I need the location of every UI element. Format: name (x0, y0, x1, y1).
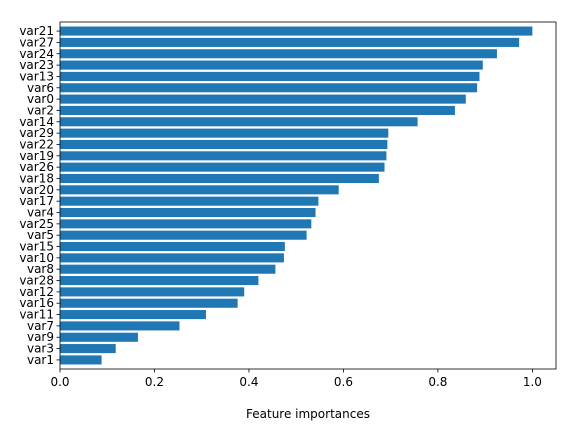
bar-var16 (60, 298, 238, 308)
y-tick-label-var9: var9 (27, 330, 54, 344)
y-tick-label-var12: var12 (19, 285, 54, 299)
bar-var4 (60, 207, 316, 218)
bar-var28 (60, 276, 259, 286)
y-tick-label-var14: var14 (19, 115, 54, 129)
y-tick-label-var2: var2 (27, 103, 54, 117)
x-tick-label-1.0: 1.0 (523, 375, 542, 389)
bar-var6 (60, 83, 478, 93)
x-tick-label-0.6: 0.6 (334, 375, 353, 389)
bar-var3 (60, 344, 116, 354)
y-tick-label-var25: var25 (19, 217, 54, 231)
y-tick-label-var6: var6 (27, 81, 54, 95)
bar-var25 (60, 219, 312, 229)
y-tick-label-var18: var18 (19, 171, 54, 185)
y-tick-label-var11: var11 (19, 308, 54, 322)
bar-var1 (60, 355, 102, 365)
bar-var12 (60, 287, 245, 297)
bar-var13 (60, 71, 480, 81)
x-axis-label: Feature importances (246, 407, 370, 421)
y-tick-label-var21: var21 (19, 24, 54, 38)
x-axis: 0.0 0.2 0.4 0.6 0.8 1.0 (50, 369, 542, 389)
y-tick-label-var3: var3 (27, 342, 54, 356)
bar-var29 (60, 128, 389, 138)
bar-var20 (60, 185, 339, 195)
y-tick-label-var26: var26 (19, 160, 54, 174)
bar-var24 (60, 49, 497, 59)
bar-var22 (60, 139, 388, 150)
bar-var2 (60, 105, 455, 115)
y-tick-label-var19: var19 (19, 149, 54, 163)
y-tick-label-var15: var15 (19, 240, 54, 254)
y-tick-label-var24: var24 (19, 47, 54, 61)
x-tick-label-0.8: 0.8 (428, 375, 447, 389)
bar-var15 (60, 241, 285, 252)
y-tick-label-var29: var29 (19, 126, 54, 140)
y-tick-label-var7: var7 (27, 319, 54, 333)
bar-var8 (60, 264, 276, 274)
y-tick-label-var5: var5 (27, 228, 54, 242)
bar-var27 (60, 37, 520, 47)
x-tick-label-0.0: 0.0 (50, 375, 69, 389)
bar-var10 (60, 253, 284, 263)
y-tick-label-var8: var8 (27, 262, 54, 276)
y-tick-label-var1: var1 (27, 353, 54, 367)
y-tick-label-var17: var17 (19, 194, 54, 208)
bar-var5 (60, 230, 307, 240)
y-tick-label-var4: var4 (27, 206, 54, 220)
bar-var0 (60, 94, 466, 104)
bar-var14 (60, 117, 418, 127)
y-axis: var21var27var24var23var13var6var0var2var… (19, 24, 60, 367)
y-tick-label-var23: var23 (19, 58, 54, 72)
bar-var23 (60, 60, 483, 70)
bar-var17 (60, 196, 319, 206)
y-tick-label-var20: var20 (19, 183, 54, 197)
x-tick-label-0.4: 0.4 (239, 375, 258, 389)
bars-group (60, 26, 533, 365)
x-tick-label-0.2: 0.2 (145, 375, 164, 389)
plot-frame (59, 21, 557, 370)
bar-var21 (60, 26, 533, 36)
bar-var11 (60, 310, 206, 320)
y-tick-label-var10: var10 (19, 251, 54, 265)
y-tick-label-var0: var0 (27, 92, 54, 106)
bar-var18 (60, 173, 379, 184)
bar-var9 (60, 332, 138, 342)
y-tick-label-var16: var16 (19, 296, 54, 310)
y-tick-label-var13: var13 (19, 69, 54, 83)
bar-var7 (60, 321, 180, 331)
y-tick-label-var28: var28 (19, 274, 54, 288)
bar-var19 (60, 151, 387, 161)
bar-var26 (60, 162, 385, 172)
y-tick-label-var27: var27 (19, 35, 54, 49)
y-tick-label-var22: var22 (19, 137, 54, 151)
